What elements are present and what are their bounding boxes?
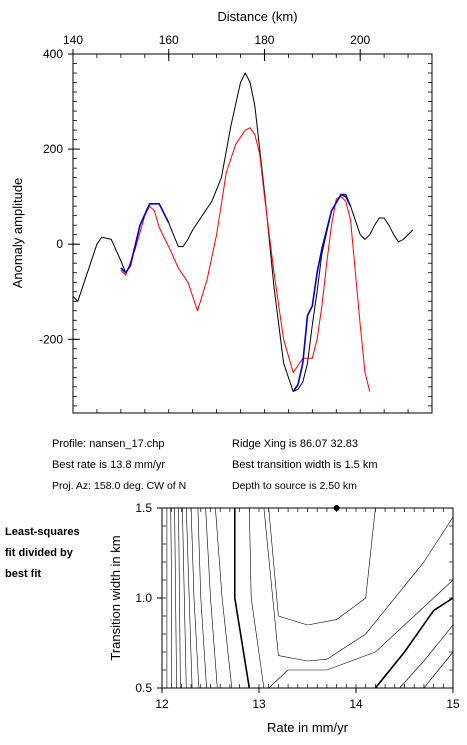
y-tick-label: 200 (43, 142, 63, 156)
contour-line (186, 507, 193, 689)
contour-line (215, 507, 233, 689)
y-tick-label: -200 (39, 332, 63, 346)
side-note-line-1: Least-squares (5, 526, 80, 538)
info-best-width: Best transition width is 1.5 km (232, 459, 378, 471)
x-tick-label: 15 (446, 697, 460, 711)
distance-anomaly-chart: 140 160 180 200 400 200 0 -200 Distance (km) Anom… (10, 9, 433, 414)
info-proj-az: Proj. Az: 158.0 deg. CW of N (52, 480, 186, 492)
x-tick-label: 180 (254, 33, 274, 47)
contour-line (423, 651, 454, 689)
y-tick-label: 400 (43, 47, 63, 61)
contour-line (249, 507, 265, 689)
misfit-contour-chart: 12 13 14 15 1.5 1.0 0.5 Rate in mm/yr Transition… (108, 501, 460, 735)
contour-line (234, 508, 251, 689)
model-profile-line (120, 127, 371, 392)
y-tick-label: 1.0 (135, 591, 152, 605)
contour-line (205, 507, 218, 689)
contour-line (268, 507, 376, 626)
contour-line (374, 597, 454, 689)
contour-line (182, 507, 187, 689)
x-tick-label: 12 (155, 697, 169, 711)
contour-line (170, 507, 172, 688)
x-tick-label: 140 (63, 33, 83, 47)
side-note: Least-squares fit divided by best fit (5, 526, 80, 580)
y-axis-title: Anomaly amplitude (10, 178, 25, 289)
x-tick-label: 160 (159, 33, 179, 47)
y-axis-title: Transition width in km (108, 535, 123, 660)
info-block: Profile: nansen_17.chp Ridge Xing is 86.… (52, 438, 378, 492)
info-ridge-xing: Ridge Xing is 86.07 32.83 (232, 438, 358, 450)
fit-window-line (120, 193, 352, 393)
info-best-rate: Best rate is 13.8 mm/yr (52, 459, 165, 471)
contour-line (263, 507, 454, 662)
contour-line (190, 507, 200, 689)
y-tick-label: 1.5 (135, 501, 152, 515)
best-fit-point (333, 505, 340, 511)
contour-line (174, 507, 177, 689)
side-note-line-3: best fit (5, 568, 41, 580)
contour-line (399, 624, 454, 689)
contour-line (197, 507, 207, 689)
x-tick-label: 13 (252, 697, 266, 711)
x-axis-title: Distance (km) (217, 9, 297, 24)
x-tick-label: 14 (349, 697, 363, 711)
contour-line (178, 507, 181, 689)
info-depth: Depth to source is 2.50 km (232, 480, 357, 492)
x-axis-title: Rate in mm/yr (267, 720, 349, 735)
x-tick-label: 200 (350, 33, 370, 47)
y-tick-label: 0 (56, 237, 63, 251)
plot-frame (72, 53, 433, 414)
info-profile: Profile: nansen_17.chp (52, 438, 165, 450)
side-note-line-2: fit divided by (5, 547, 74, 559)
contour-line (268, 579, 454, 689)
y-tick-label: 0.5 (135, 681, 152, 695)
